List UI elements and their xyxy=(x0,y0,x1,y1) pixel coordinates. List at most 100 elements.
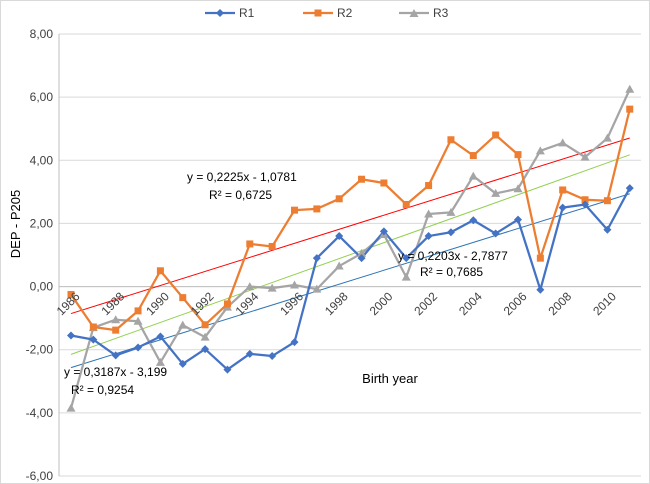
y-tick-label: 8,00 xyxy=(30,27,54,41)
x-tick-label: 1988 xyxy=(98,289,127,318)
data-point-r3 xyxy=(111,315,121,324)
data-point-r2 xyxy=(179,294,187,302)
x-tick-label: 2000 xyxy=(367,289,396,318)
series-lines xyxy=(69,88,631,409)
trend-equation-r3: y = 0,3187x - 3,199 xyxy=(64,365,167,379)
triangle-marker-icon xyxy=(409,9,419,17)
trend-r2-value-r3: R² = 0,9254 xyxy=(71,383,134,397)
trend-annotation-r3: y = 0,3187x - 3,199 R² = 0,9254 xyxy=(64,365,167,397)
y-tick-label: 4,00 xyxy=(30,153,54,167)
series-line-r1 xyxy=(70,187,631,371)
trendlines xyxy=(70,137,630,369)
data-point-r2 xyxy=(492,131,500,139)
data-point-r1 xyxy=(178,359,187,368)
diamond-marker-icon xyxy=(216,9,224,17)
trend-equation-r1: y = 0,2203x - 2,7877 xyxy=(398,249,508,263)
y-tick-label: 2,00 xyxy=(30,216,54,230)
data-point-r3 xyxy=(312,284,322,293)
trend-annotation-r1: y = 0,2203x - 2,7877 R² = 0,7685 xyxy=(398,249,508,279)
legend-item-r3: R3 xyxy=(399,6,449,20)
data-point-r1 xyxy=(581,200,590,209)
data-point-r2 xyxy=(89,323,97,331)
data-point-r2 xyxy=(67,290,75,298)
series-line-r3 xyxy=(69,88,631,409)
data-point-r2 xyxy=(246,240,254,248)
data-point-r1 xyxy=(603,225,612,234)
data-point-r3 xyxy=(66,403,76,412)
data-point-r3 xyxy=(200,332,210,341)
y-tick-label: -2,00 xyxy=(26,343,54,357)
data-point-r2 xyxy=(603,197,611,205)
data-point-r1 xyxy=(290,338,299,347)
data-point-r3 xyxy=(625,84,635,93)
y-tick-label: 6,00 xyxy=(30,90,54,104)
data-point-r2 xyxy=(291,206,298,214)
trendline-r2 xyxy=(70,137,630,315)
x-tick-label: 2010 xyxy=(590,289,619,318)
x-tick-label: 1998 xyxy=(322,289,351,318)
data-point-r2 xyxy=(134,307,142,315)
data-point-r1 xyxy=(223,365,232,374)
data-point-r2 xyxy=(559,186,567,194)
data-point-r2 xyxy=(201,321,209,329)
data-point-r2 xyxy=(268,242,276,250)
y-axis-title: DEP - P205 xyxy=(8,190,23,258)
x-tick-label: 1994 xyxy=(233,289,262,318)
data-point-r3 xyxy=(446,207,456,216)
legend: R1 R2 R3 xyxy=(205,6,449,20)
data-point-r1 xyxy=(514,215,522,224)
square-marker-icon xyxy=(314,9,322,17)
data-point-r3 xyxy=(401,272,411,281)
data-point-r1 xyxy=(134,343,143,352)
data-point-r2 xyxy=(425,182,433,190)
x-tick-label: 2006 xyxy=(501,289,530,318)
data-point-r1 xyxy=(67,331,75,340)
data-point-r1 xyxy=(424,232,433,241)
trend-r2-value-r1: R² = 0,7685 xyxy=(420,265,483,279)
data-point-r2 xyxy=(313,205,321,213)
data-point-r3 xyxy=(155,357,165,366)
y-tick-label: -4,00 xyxy=(26,406,54,420)
data-point-r1 xyxy=(446,228,455,237)
data-point-r3 xyxy=(133,316,143,325)
data-point-r1 xyxy=(469,216,478,225)
data-point-r3 xyxy=(267,283,277,292)
data-point-r3 xyxy=(491,188,501,197)
data-point-r1 xyxy=(89,335,98,344)
data-point-r3 xyxy=(424,209,434,218)
data-point-r3 xyxy=(357,248,367,257)
data-point-r2 xyxy=(514,151,522,159)
data-point-r3 xyxy=(178,320,188,329)
data-point-r3 xyxy=(535,146,545,155)
data-point-r2 xyxy=(402,200,410,208)
data-point-r3 xyxy=(245,282,255,291)
data-point-r1 xyxy=(201,345,210,354)
trend-annotation-r2: y = 0,2225x - 1,0781 R² = 0,6725 xyxy=(187,170,297,202)
data-point-r3 xyxy=(580,152,590,161)
data-point-r1 xyxy=(491,229,500,238)
x-tick-label: 2008 xyxy=(545,289,574,318)
trendline-r1 xyxy=(70,193,630,369)
data-point-r2 xyxy=(112,326,120,334)
data-point-r3 xyxy=(602,133,612,142)
y-tick-label: -6,00 xyxy=(26,469,54,483)
y-tick-label: 0,00 xyxy=(30,280,54,294)
legend-label-r1: R1 xyxy=(239,6,255,20)
data-point-r1 xyxy=(111,351,120,360)
legend-item-r1: R1 xyxy=(205,6,255,20)
x-tick-label: 2004 xyxy=(456,289,485,318)
y-tick-labels: 8,00 6,00 4,00 2,00 0,00 -2,00 -4,00 -6,00 xyxy=(26,27,54,483)
data-point-r2 xyxy=(335,195,343,203)
data-point-r2 xyxy=(626,105,634,113)
data-point-r1 xyxy=(536,285,545,294)
data-point-r1 xyxy=(268,352,277,361)
series-line-r2 xyxy=(70,108,631,332)
data-point-r2 xyxy=(581,196,589,204)
data-point-r2 xyxy=(358,175,366,183)
data-point-r2 xyxy=(223,300,231,308)
legend-label-r2: R2 xyxy=(337,6,353,20)
data-point-r3 xyxy=(558,138,568,147)
data-point-r1 xyxy=(245,349,254,358)
